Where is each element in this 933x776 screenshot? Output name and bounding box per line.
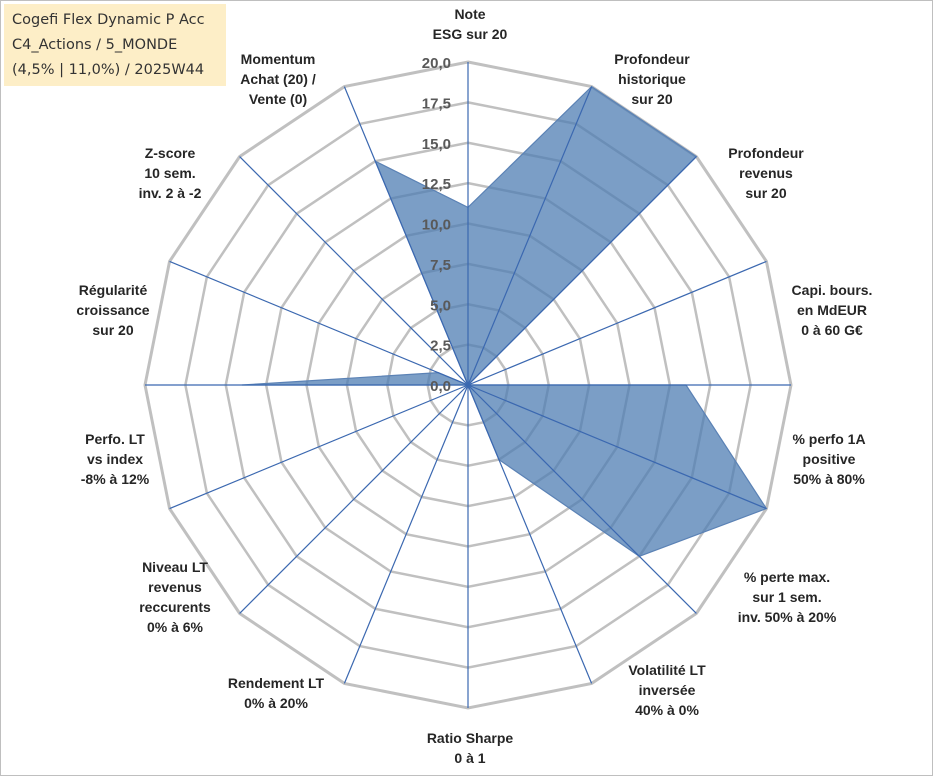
fund-period: (4,5% | 11,0%) / 2025W44 xyxy=(12,62,205,78)
axis-spoke xyxy=(467,384,697,614)
category-label: Profondeur revenus sur 20 xyxy=(728,145,804,201)
category-label-line: inv. 50% à 20% xyxy=(738,609,837,625)
category-label-line: Régularité xyxy=(79,282,148,298)
category-label-line: sur 20 xyxy=(92,322,133,338)
category-label-line: Volatilité LT xyxy=(628,662,706,678)
category-label-line: Rendement LT xyxy=(228,675,325,691)
axis-spoke xyxy=(343,384,469,684)
category-label-line: inversée xyxy=(639,682,696,698)
radar-ticks: 0,0 2,5 5,0 7,5 10,0 12,5 15,0 17,5 20,0 xyxy=(422,55,451,395)
radar-axes xyxy=(145,62,791,708)
radial-tick-label: 17,5 xyxy=(422,95,451,112)
category-label: % perfo 1A positive 50% à 80% xyxy=(792,431,865,487)
category-label-line: Z-score xyxy=(145,145,196,161)
axis-spoke xyxy=(467,156,697,386)
radial-tick-label: 20,0 xyxy=(422,55,451,72)
category-label-line: Niveau LT xyxy=(142,559,208,575)
category-label: Momentum Achat (20) / Vente (0) xyxy=(240,51,316,107)
category-label: Perfo. LT vs index -8% à 12% xyxy=(81,431,150,487)
category-label-line: Ratio Sharpe xyxy=(427,730,514,746)
axis-spoke xyxy=(467,384,767,510)
category-label-line: sur 20 xyxy=(745,185,786,201)
category-label: Rendement LT 0% à 20% xyxy=(228,675,325,711)
category-label: Régularité croissance sur 20 xyxy=(76,282,149,338)
category-label-line: revenus xyxy=(148,579,202,595)
category-label-line: sur 20 xyxy=(631,91,672,107)
radial-tick-label: 10,0 xyxy=(422,217,451,234)
category-label: Ratio Sharpe 0 à 1 xyxy=(427,730,514,766)
category-label-line: vs index xyxy=(87,451,143,467)
category-label: % perte max. sur 1 sem. inv. 50% à 20% xyxy=(738,569,837,625)
category-label-line: Perfo. LT xyxy=(85,431,145,447)
category-label-line: Achat (20) / xyxy=(240,71,316,87)
category-label-line: Momentum xyxy=(241,51,316,67)
radial-tick-label: 2,5 xyxy=(430,338,451,355)
category-label-line: 0% à 20% xyxy=(244,695,308,711)
axis-spoke xyxy=(169,260,469,386)
radar-category-labels: Note ESG sur 20 Profondeur historique sur 20… xyxy=(76,6,872,766)
category-label-line: 50% à 80% xyxy=(793,471,865,487)
category-label-line: 0% à 6% xyxy=(147,619,204,635)
category-label-line: reccurents xyxy=(139,599,211,615)
category-label-line: 40% à 0% xyxy=(635,702,699,718)
fund-name: Cogefi Flex Dynamic P Acc xyxy=(12,12,205,28)
axis-spoke xyxy=(239,156,469,386)
category-label-line: historique xyxy=(618,71,686,87)
radial-tick-label: 12,5 xyxy=(422,176,451,193)
radial-tick-label: 7,5 xyxy=(430,257,451,274)
category-label-line: positive xyxy=(803,451,856,467)
category-label-line: en MdEUR xyxy=(797,302,867,318)
category-label: Z-score 10 sem. inv. 2 à -2 xyxy=(139,145,202,201)
category-label-line: Vente (0) xyxy=(249,91,307,107)
category-label-line: -8% à 12% xyxy=(81,471,150,487)
category-label-line: 0 à 1 xyxy=(454,750,485,766)
fund-category: C4_Actions / 5_MONDE xyxy=(12,37,178,53)
axis-spoke xyxy=(343,86,469,386)
category-label-line: Capi. bours. xyxy=(792,282,873,298)
radial-tick-label: 5,0 xyxy=(430,297,451,314)
axis-spoke xyxy=(239,384,469,614)
category-label-line: inv. 2 à -2 xyxy=(139,185,202,201)
axis-spoke xyxy=(467,260,767,386)
axis-spoke xyxy=(169,384,469,510)
category-label-line: 0 à 60 G€ xyxy=(801,322,863,338)
category-label-line: Profondeur xyxy=(614,51,690,67)
category-label-line: Profondeur xyxy=(728,145,804,161)
category-label: Capi. bours. en MdEUR 0 à 60 G€ xyxy=(792,282,873,338)
category-label-line: % perfo 1A xyxy=(792,431,865,447)
category-label: Note ESG sur 20 xyxy=(433,6,508,42)
category-label: Profondeur historique sur 20 xyxy=(614,51,690,107)
category-label: Niveau LT revenus reccurents 0% à 6% xyxy=(139,559,211,635)
category-label-line: ESG sur 20 xyxy=(433,26,508,42)
radial-tick-label: 15,0 xyxy=(422,136,451,153)
axis-spoke xyxy=(467,384,593,684)
category-label-line: sur 1 sem. xyxy=(752,589,821,605)
category-label: Volatilité LT inversée 40% à 0% xyxy=(628,662,706,718)
category-label-line: 10 sem. xyxy=(144,165,195,181)
category-label-line: revenus xyxy=(739,165,793,181)
axis-spoke xyxy=(467,86,593,386)
category-label-line: Note xyxy=(454,6,485,22)
category-label-line: croissance xyxy=(76,302,149,318)
radial-tick-label: 0,0 xyxy=(430,378,451,395)
category-label-line: % perte max. xyxy=(744,569,830,585)
chart-title-box: Cogefi Flex Dynamic P Acc C4_Actions / 5… xyxy=(4,4,226,86)
